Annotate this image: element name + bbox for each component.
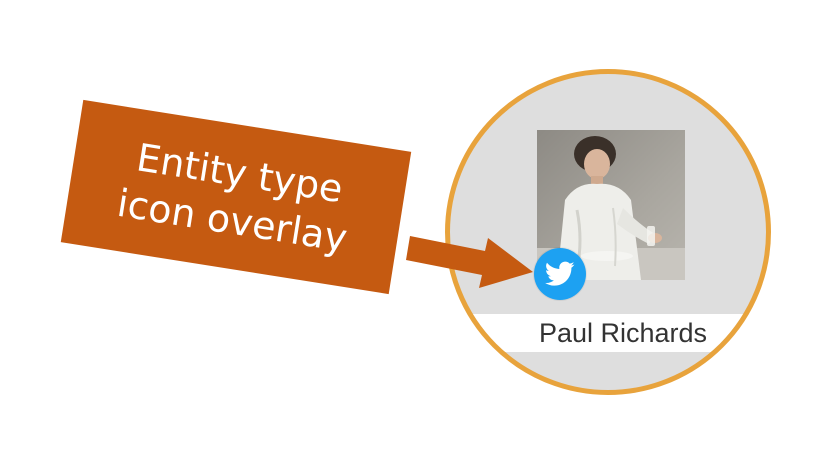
entity-name: Paul Richards [538,318,708,348]
twitter-bird-icon[interactable] [534,248,586,300]
entity-node[interactable]: Paul Richards [445,69,771,395]
callout-box: Entity type icon overlay [60,99,412,295]
entity-name-bar: Paul Richards [450,314,766,352]
bird-glyph-icon [545,261,575,286]
